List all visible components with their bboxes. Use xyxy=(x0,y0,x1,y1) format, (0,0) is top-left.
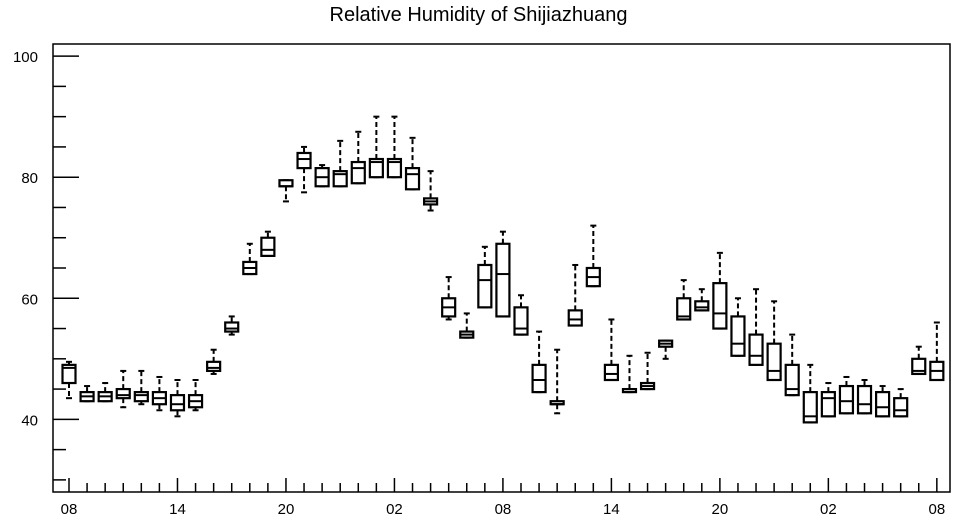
box-plot xyxy=(911,345,927,376)
y-axis: 40 60 80 100 xyxy=(13,49,79,481)
box-plot xyxy=(332,139,348,188)
box-plot xyxy=(603,318,620,382)
box-iqr xyxy=(820,391,836,418)
box-plot xyxy=(477,245,493,309)
box-iqr xyxy=(404,167,421,191)
x-tick-label: 02 xyxy=(820,501,837,518)
x-tick-label: 14 xyxy=(603,501,620,518)
box-iqr xyxy=(856,384,873,415)
box-plot xyxy=(441,276,457,321)
x-tick-label: 14 xyxy=(169,501,186,518)
box-plot xyxy=(694,288,710,312)
box-iqr xyxy=(133,391,149,403)
box-plot xyxy=(856,379,873,415)
box-plot xyxy=(495,230,511,318)
box-plot xyxy=(531,330,547,394)
box-plot xyxy=(206,348,222,375)
y-tick-label: 80 xyxy=(21,170,38,187)
box-plot xyxy=(296,145,312,194)
x-tick-label: 08 xyxy=(928,501,945,518)
box-iqr xyxy=(531,363,547,394)
box-plot xyxy=(368,115,384,179)
box-plot xyxy=(459,312,475,339)
box-plot xyxy=(61,360,77,400)
box-plot xyxy=(242,242,258,276)
box-plot xyxy=(621,354,638,394)
box-plot xyxy=(766,300,782,382)
box-plot xyxy=(748,288,764,366)
x-tick-label: 08 xyxy=(61,501,78,518)
box-iqr xyxy=(730,315,746,357)
box-plot xyxy=(874,385,891,418)
x-axis: 08 14 20 02 08 14 20 02 08 xyxy=(61,478,945,518)
box-plot xyxy=(929,321,945,382)
box-plot xyxy=(115,369,131,409)
y-tick-label: 40 xyxy=(21,412,38,429)
box-plot xyxy=(567,263,583,327)
box-plot xyxy=(784,333,800,397)
x-tick-label: 02 xyxy=(386,501,403,518)
box-iqr xyxy=(802,391,818,424)
box-plot xyxy=(838,375,855,415)
box-plot xyxy=(151,375,167,412)
box-iqr xyxy=(766,342,782,382)
box-plot xyxy=(386,115,403,179)
box-plot xyxy=(658,339,674,360)
box-plot xyxy=(712,251,728,330)
box-iqr xyxy=(296,151,312,170)
box-plot xyxy=(278,179,294,203)
box-plot xyxy=(423,170,439,212)
box-plot xyxy=(404,136,421,191)
box-plot xyxy=(350,130,366,185)
box-iqr xyxy=(874,391,891,418)
box-iqr xyxy=(386,157,403,179)
box-plot xyxy=(802,363,818,424)
box-iqr xyxy=(838,384,855,415)
box-plot xyxy=(585,224,601,288)
box-iqr xyxy=(748,333,764,366)
box-plot xyxy=(314,164,330,188)
box-iqr xyxy=(676,297,692,321)
box-iqr xyxy=(61,363,77,385)
x-tick-label: 08 xyxy=(495,501,512,518)
box-iqr xyxy=(368,157,384,179)
box-iqr xyxy=(712,282,728,330)
box-plot xyxy=(676,279,692,321)
box-series xyxy=(61,115,945,424)
box-iqr xyxy=(784,363,800,397)
box-iqr xyxy=(893,397,909,418)
box-iqr xyxy=(206,360,222,373)
box-plot xyxy=(639,351,656,391)
box-plot xyxy=(169,379,186,418)
box-iqr xyxy=(603,363,620,382)
y-tick-label: 60 xyxy=(21,291,38,308)
box-iqr xyxy=(169,394,186,412)
box-iqr xyxy=(513,306,529,336)
box-plot xyxy=(893,388,909,418)
box-plot xyxy=(79,385,95,403)
box-iqr xyxy=(350,160,366,185)
box-plot xyxy=(133,369,149,406)
y-tick-label: 100 xyxy=(13,49,38,66)
box-iqr xyxy=(224,321,240,333)
box-plot xyxy=(549,348,565,415)
box-iqr xyxy=(694,300,710,312)
box-plot xyxy=(260,230,276,257)
box-iqr xyxy=(260,236,276,257)
chart-title: Relative Humidity of Shijiazhuang xyxy=(329,4,628,26)
box-iqr xyxy=(477,263,493,309)
box-plot xyxy=(513,294,529,336)
box-plot xyxy=(820,382,836,418)
box-plot xyxy=(730,297,746,357)
box-iqr xyxy=(495,242,511,318)
x-tick-label: 20 xyxy=(278,501,295,518)
box-plot xyxy=(97,382,113,403)
box-plot xyxy=(187,379,204,412)
box-plot xyxy=(224,315,240,336)
x-tick-label: 20 xyxy=(712,501,729,518)
box-iqr xyxy=(567,309,583,327)
box-iqr xyxy=(115,387,131,400)
